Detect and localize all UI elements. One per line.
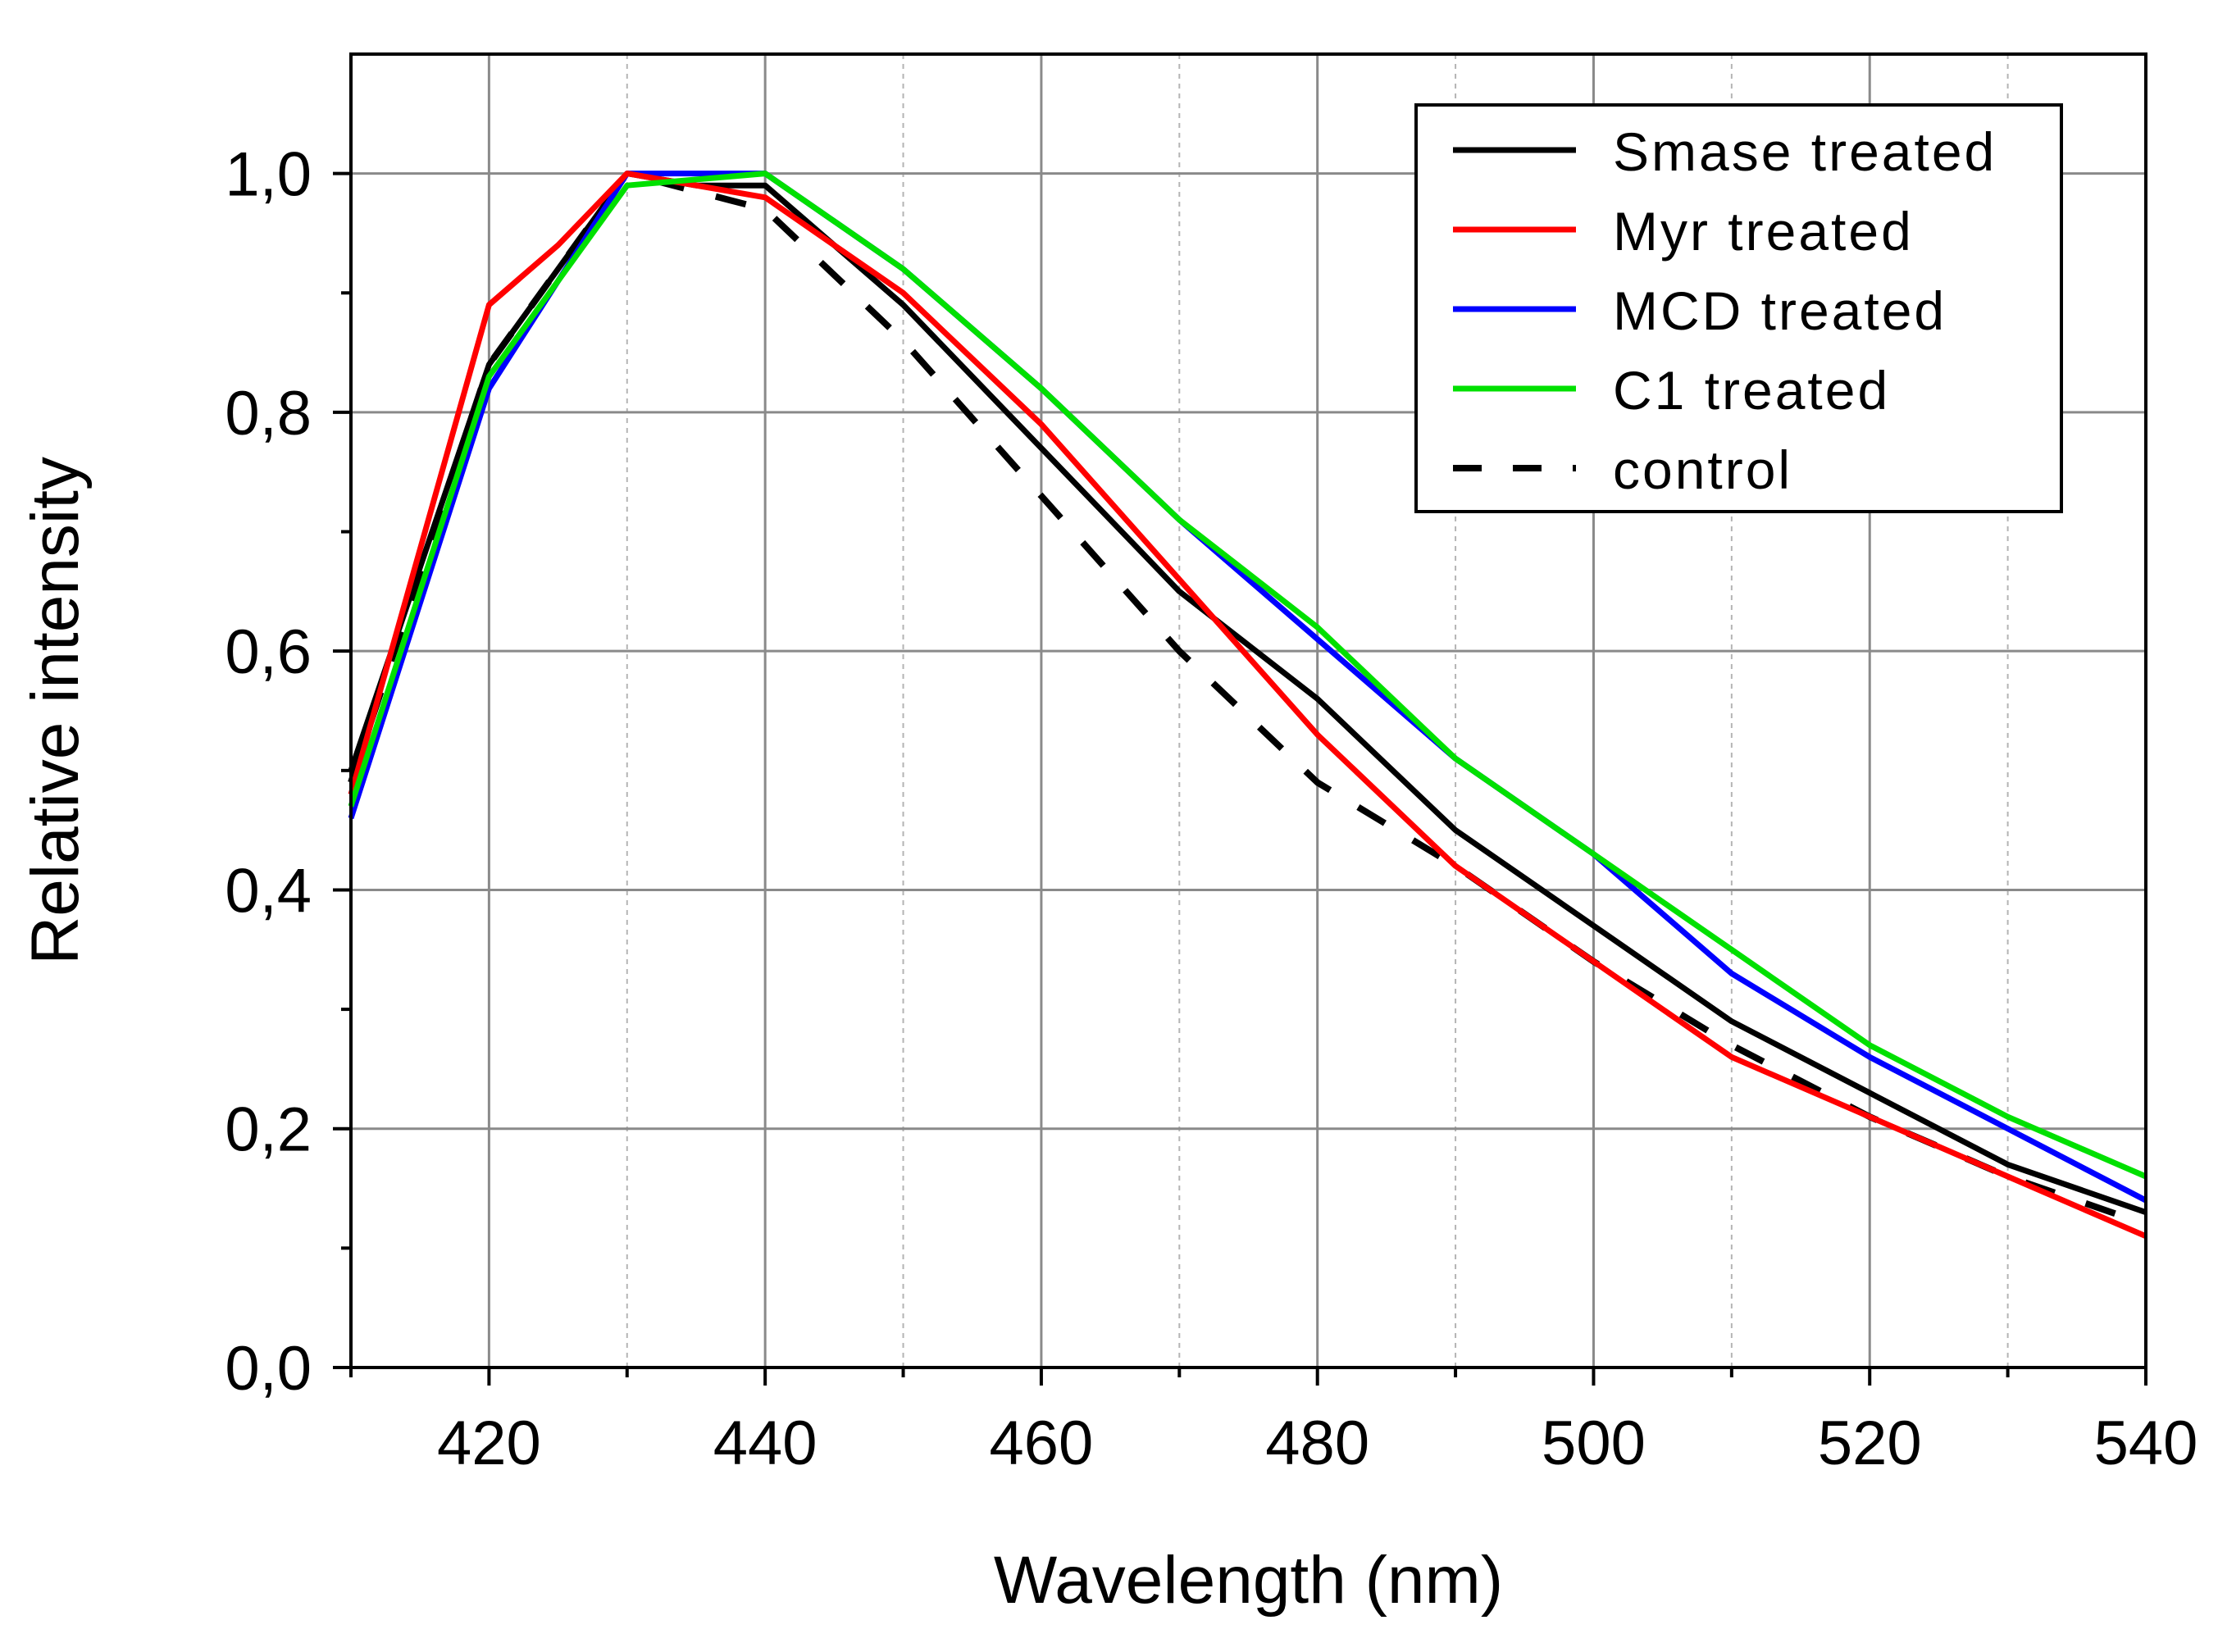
legend-label: Myr treated xyxy=(1613,201,1914,262)
x-tick-label: 460 xyxy=(990,1409,1094,1478)
x-tick-label: 480 xyxy=(1265,1409,1369,1478)
x-tick-label: 420 xyxy=(437,1409,541,1478)
y-tick-label: 0,6 xyxy=(225,617,312,687)
legend-label: Smase treated xyxy=(1613,121,1997,182)
axis-ticks: 420 440 460 480 500 520 540 0,0 0,2 0,4 0,6 0,8 1,0 xyxy=(225,140,2198,1478)
legend-label: MCD treated xyxy=(1613,280,1947,341)
series-line-mcd-treated xyxy=(348,171,2147,1204)
plot-frame xyxy=(349,52,2147,1369)
y-tick-label: 0,4 xyxy=(225,856,312,926)
data-series xyxy=(348,170,2147,1240)
x-tick-label: 540 xyxy=(2094,1409,2198,1478)
y-tick-label: 0,2 xyxy=(225,1095,312,1165)
x-axis-title: Wavelength (nm) xyxy=(994,1543,1503,1618)
x-tick-label: 500 xyxy=(1542,1409,1646,1478)
legend: Smase treated Myr treated MCD treated C1 tr… xyxy=(1414,103,2063,513)
y-tick-label: 1,0 xyxy=(225,140,312,210)
y-tick-label: 0,0 xyxy=(225,1334,312,1404)
series-line-myr-treated xyxy=(348,171,2147,1240)
legend-label: control xyxy=(1613,439,1792,500)
x-tick-label: 440 xyxy=(713,1409,818,1478)
y-axis-title: Relative intensity xyxy=(18,457,93,965)
series-line-c1-treated xyxy=(348,171,2147,1180)
y-tick-label: 0,8 xyxy=(225,379,312,448)
x-tick-label: 520 xyxy=(1818,1409,1922,1478)
legend-label: C1 treated xyxy=(1613,360,1890,421)
